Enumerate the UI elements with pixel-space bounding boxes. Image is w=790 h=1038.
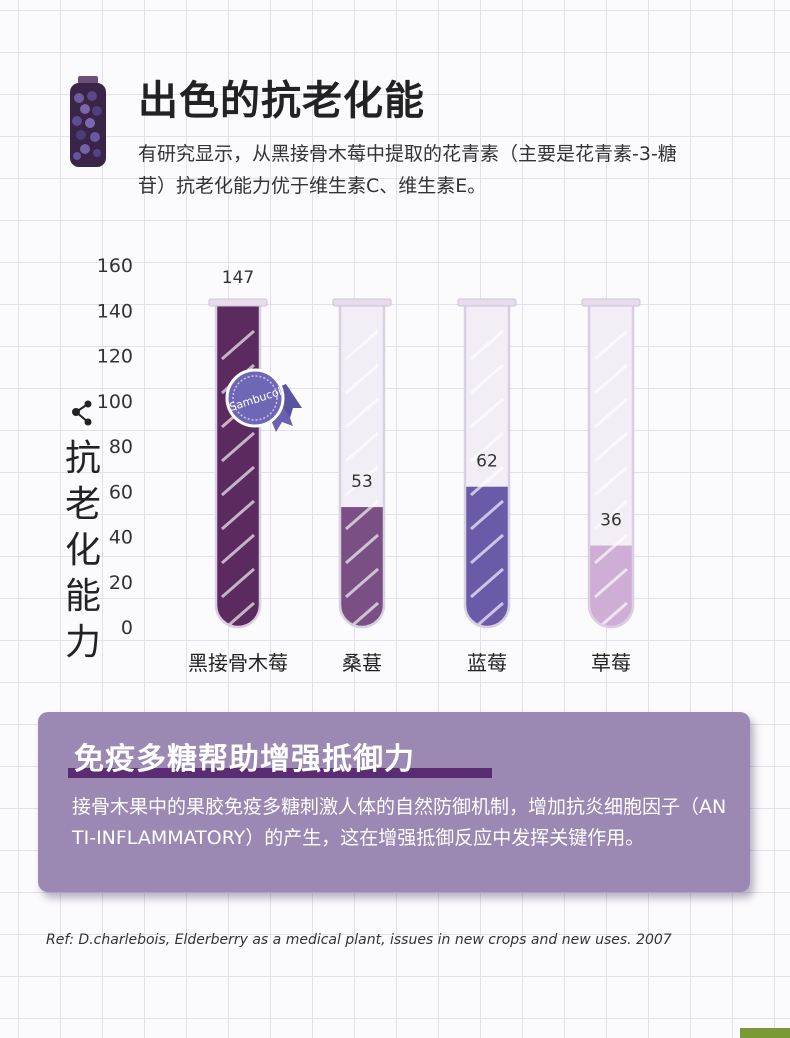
tube-outline: [338, 305, 386, 629]
y-tick-label: 100: [97, 391, 133, 413]
y-axis-label: 抗老化能力: [64, 438, 101, 663]
x-tick-label: 草莓: [591, 651, 631, 675]
bar-桑葚: [340, 507, 384, 627]
tube-reflection: [345, 329, 379, 627]
panel-text: 接骨木果中的果胶免疫多糖刺激人体的自然防御机制，增加抗炎细胞因子（AN TI-I…: [72, 796, 727, 849]
elderberry-bottle-icon: [70, 76, 106, 167]
x-tick-label: 蓝莓: [467, 651, 507, 675]
data-label: 147: [222, 268, 254, 288]
y-tick-label: 140: [97, 300, 133, 322]
badge-ring: [232, 375, 278, 421]
tube-outline: [214, 305, 262, 629]
tube-outline: [463, 305, 511, 629]
page-title: 出色的抗老化能: [138, 78, 425, 124]
y-tick-label: 0: [121, 617, 133, 639]
y-tick-label: 40: [109, 527, 133, 549]
corner-decoration: [740, 1028, 790, 1038]
x-tick-label: 桑葚: [342, 651, 382, 675]
data-label: 62: [476, 452, 498, 472]
y-tick-label: 160: [97, 255, 133, 277]
tube-rim: [457, 298, 517, 307]
tube-rim: [581, 298, 641, 307]
antioxidant-chart: 0 20 40 60 80 100 120 140 160 147 黑接骨木莓 53 桑葚 62 蓝莓 36 草…: [97, 255, 641, 675]
tube-rim: [208, 298, 268, 307]
molecule-icon: [72, 400, 92, 426]
y-tick-label: 80: [109, 436, 133, 458]
tube-rim: [332, 298, 392, 307]
title-underline: [68, 768, 492, 778]
award-badge: [225, 368, 285, 428]
info-panel: 免疫多糖帮助增强抵御力 接骨木果中的果胶免疫多糖刺激人体的自然防御机制，增加抗炎…: [38, 712, 750, 892]
y-tick-label: 60: [109, 481, 133, 503]
bar-蓝莓: [465, 486, 509, 627]
intro-text: 有研究显示，从黑接骨木莓中提取的花青素（主要是花青素-3-糖苷）抗老化能力优于维…: [138, 143, 677, 197]
y-tick-label: 20: [109, 572, 133, 594]
tube-outline: [587, 305, 635, 629]
y-tick-label: 120: [97, 346, 133, 368]
panel-title: 免疫多糖帮助增强抵御力: [74, 742, 415, 777]
data-label: 36: [600, 511, 622, 531]
reference-note: Ref: D.charlebois, Elderberry as a medic…: [46, 932, 672, 948]
bar-草莓: [589, 545, 633, 627]
x-tick-label: 黑接骨木莓: [188, 651, 288, 675]
data-label: 53: [351, 472, 373, 492]
